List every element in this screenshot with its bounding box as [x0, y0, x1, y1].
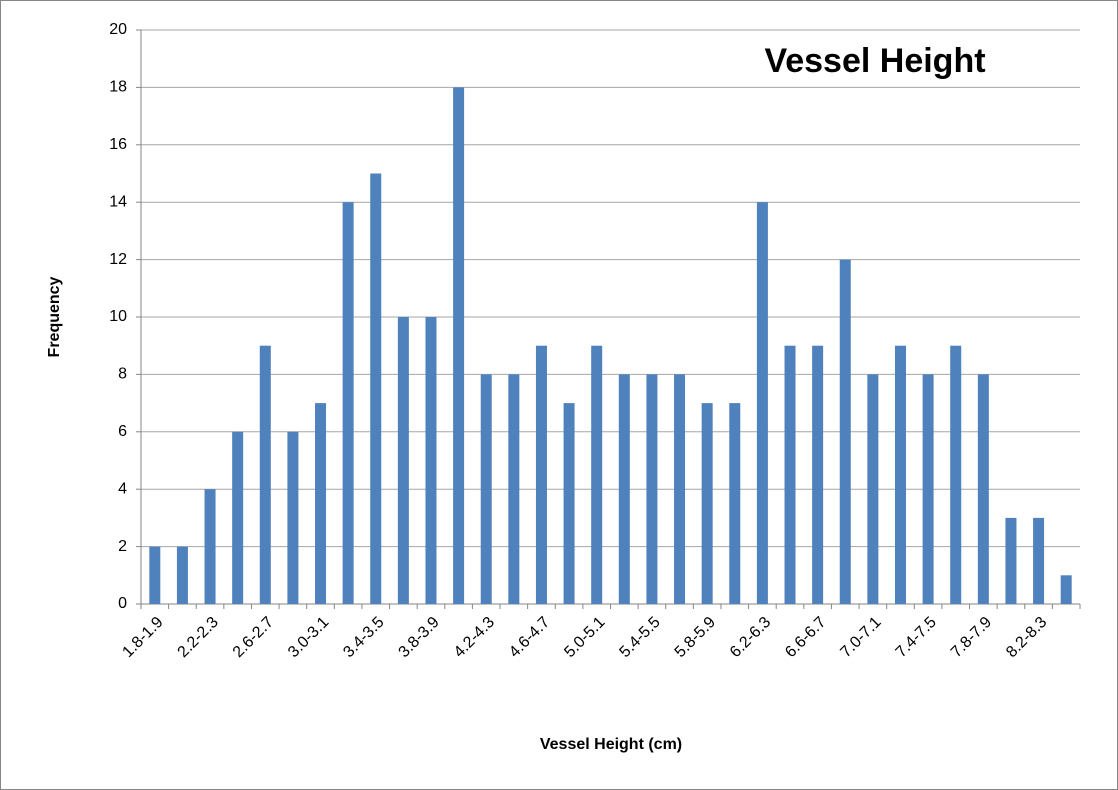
- bar: [480, 374, 492, 604]
- bar: [232, 431, 244, 604]
- bar: [563, 403, 575, 604]
- bar: [756, 202, 768, 604]
- bar: [784, 345, 796, 604]
- bar: [1060, 575, 1072, 604]
- y-tick-label: 4: [118, 480, 127, 497]
- y-tick-label: 0: [118, 595, 127, 612]
- y-tick-label: 10: [109, 308, 127, 325]
- bar: [149, 546, 161, 604]
- bar: [342, 202, 354, 604]
- bar: [812, 345, 824, 604]
- bar: [950, 345, 962, 604]
- bar: [204, 489, 216, 604]
- bar: [839, 259, 851, 604]
- bar: [729, 403, 741, 604]
- bar: [977, 374, 989, 604]
- bar: [618, 374, 630, 604]
- bar: [867, 374, 879, 604]
- bar: [425, 317, 437, 604]
- y-tick-label: 14: [109, 193, 127, 210]
- bar: [508, 374, 520, 604]
- y-tick-label: 6: [118, 423, 127, 440]
- bar: [922, 374, 934, 604]
- bar: [674, 374, 686, 604]
- bar: [646, 374, 658, 604]
- bar: [397, 317, 409, 604]
- bar: [287, 431, 299, 604]
- bar: [315, 403, 327, 604]
- bar: [259, 345, 271, 604]
- bar: [176, 546, 188, 604]
- bar: [453, 87, 465, 604]
- y-tick-label: 2: [118, 538, 127, 555]
- bar: [535, 345, 547, 604]
- bar: [1005, 517, 1017, 604]
- y-tick-label: 16: [109, 136, 127, 153]
- chart-title: Vessel Height: [764, 42, 985, 80]
- bar: [591, 345, 603, 604]
- y-tick-label: 18: [109, 79, 127, 96]
- bar: [701, 403, 713, 604]
- bar: [894, 345, 906, 604]
- x-axis-label: Vessel Height (cm): [540, 736, 682, 753]
- y-tick-label: 8: [118, 366, 127, 383]
- y-axis-label: Frequency: [46, 276, 63, 357]
- y-tick-label: 20: [109, 21, 127, 38]
- bar: [370, 173, 382, 604]
- bar: [1033, 517, 1045, 604]
- y-tick-label: 12: [109, 251, 127, 268]
